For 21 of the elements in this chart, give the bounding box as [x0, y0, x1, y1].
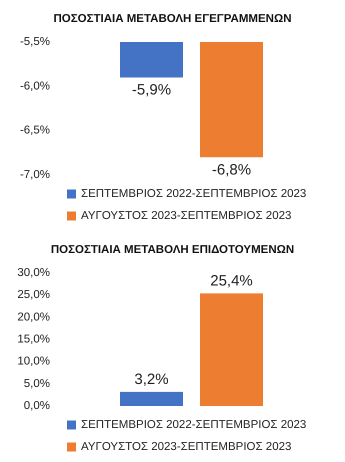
y-tick-label: -5,5%: [20, 36, 50, 48]
y-tick-label: 30,0%: [17, 267, 50, 279]
y-tick-label: -6,5%: [20, 124, 50, 137]
data-label: -5,9%: [132, 81, 172, 98]
y-tick-label: -7,0%: [20, 169, 50, 181]
legend-label: ΣΕΠΤΕΜΒΡΙΟΣ 2022-ΣΕΠΤΕΜΒΡΙΟΣ 2023: [81, 188, 306, 200]
y-tick-label: 5,0%: [24, 378, 50, 390]
chart-title: ΠΟΣΟΣΤΙΑΙΑ ΜΕΤΑΒΟΛΗ ΕΠΙΔΟΤΟΥΜΕΝΩΝ: [50, 244, 294, 256]
legend-label: ΑΥΓΟΥΣΤΟΣ 2023-ΣΕΠΤΕΜΒΡΙΟΣ 2023: [81, 210, 292, 222]
y-tick-label: 25,0%: [17, 289, 50, 302]
y-tick-label: -6,0%: [20, 80, 50, 92]
chart-title: ΠΟΣΟΣΤΙΑΙΑ ΜΕΤΑΒΟΛΗ ΕΓΕΓΡΑΜΜΕΝΩΝ: [53, 13, 292, 25]
y-tick-label: 15,0%: [17, 334, 50, 346]
data-label: -6,8%: [212, 161, 252, 178]
y-tick-label: 20,0%: [17, 311, 50, 324]
y-tick-label: 10,0%: [17, 356, 50, 368]
data-label: 25,4%: [210, 272, 253, 290]
legend-label: ΣΕΠΤΕΜΒΡΙΟΣ 2022-ΣΕΠΤΕΜΒΡΙΟΣ 2023: [81, 419, 306, 431]
legend-label: ΑΥΓΟΥΣΤΟΣ 2023-ΣΕΠΤΕΜΒΡΙΟΣ 2023: [81, 441, 292, 453]
data-label: 3,2%: [134, 370, 169, 388]
y-tick-label: 0,0%: [24, 400, 50, 412]
